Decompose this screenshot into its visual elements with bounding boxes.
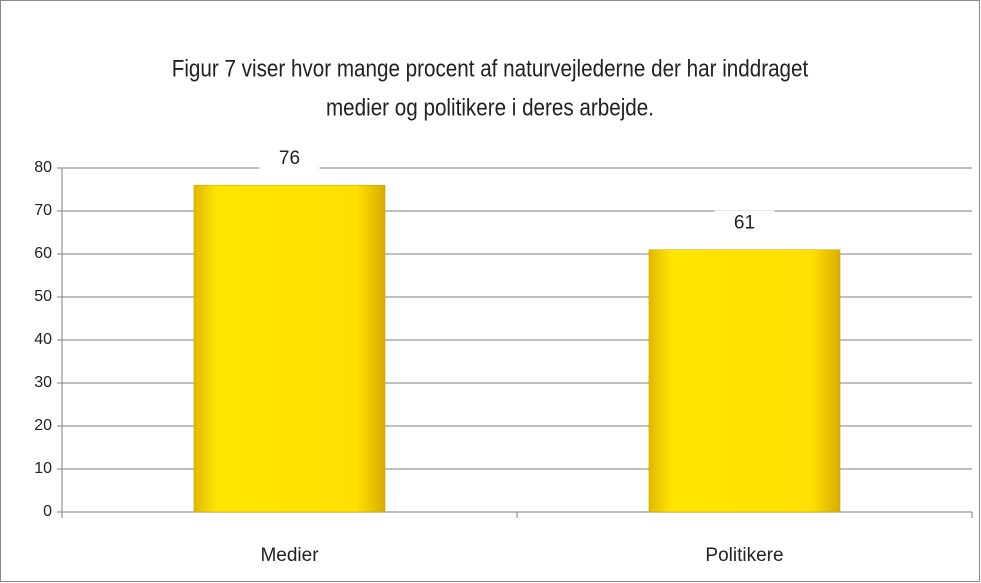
y-tick-label: 0 (43, 503, 52, 520)
y-tick-label: 80 (34, 159, 52, 176)
x-tick-label: Medier (260, 545, 319, 566)
data-label: 61 (734, 213, 755, 234)
x-tick-label: Politikere (705, 545, 783, 566)
data-label: 76 (279, 148, 300, 169)
y-tick-label: 20 (34, 417, 52, 434)
y-tick-label: 50 (34, 288, 52, 305)
data-label-bg (259, 146, 320, 173)
data-label-bg (714, 210, 775, 237)
y-tick-label: 30 (34, 374, 52, 391)
bar (193, 184, 386, 513)
y-tick-label: 40 (34, 331, 52, 348)
bar (648, 249, 841, 513)
y-tick-label: 60 (34, 245, 52, 262)
y-tick-label: 10 (34, 460, 52, 477)
chart-title: medier og politikere i deres arbejde. (326, 94, 654, 121)
y-tick-label: 70 (34, 202, 52, 219)
chart-title: Figur 7 viser hvor mange procent af natu… (172, 55, 809, 82)
